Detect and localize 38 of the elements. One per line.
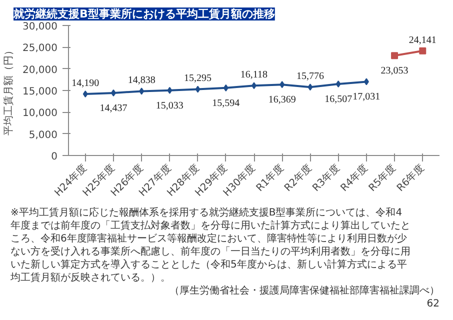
chart-title: 就労継続支援B型事業所における平均工賃月額の推移 bbox=[12, 8, 275, 20]
point bbox=[336, 80, 341, 88]
data-label: 14,190 bbox=[72, 78, 100, 90]
y-tick-label: 5,000 bbox=[28, 130, 58, 141]
data-label: 15,033 bbox=[156, 100, 184, 112]
data-label: 15,594 bbox=[212, 98, 240, 109]
text: （厚生労働省社会・援護局障害保健福祉部障害福祉課調べ） bbox=[170, 284, 440, 296]
x-tick-label: R6年度 bbox=[394, 162, 427, 194]
data-label: 14,838 bbox=[128, 75, 156, 86]
point bbox=[82, 90, 88, 98]
text: ※平均工賃月額に応じた報酬体系を採用する就労継続支援B型事業所については、令和4年度までは前年度の「工賃支払対象者数」を分母に用いた計算方式により算出していたところ、令和6年度障害福祉サービス等報酬改定において、障害特性等により利用日数が少ない方を受け入れる事業所へ配慮し、前年度の「一日当たりの平均利用者数」を分母に用いた新しい算定方式を導入することとした（令和5年度からは、新しい計算方式による平均工賃月額が反映されている。）。 bbox=[10, 206, 410, 284]
point bbox=[167, 86, 172, 94]
data-label: 16,118 bbox=[240, 70, 268, 81]
y-tick-label: 25,000 bbox=[22, 43, 58, 54]
point bbox=[419, 47, 426, 54]
data-label: 15,295 bbox=[184, 73, 212, 84]
y-tick-label: 10,000 bbox=[22, 108, 58, 120]
point bbox=[364, 78, 369, 86]
y-tick-label: 30,000 bbox=[22, 22, 58, 32]
point bbox=[280, 81, 285, 88]
data-label: 16,507 bbox=[324, 94, 352, 105]
point bbox=[391, 52, 398, 60]
y-tick-label: 20,000 bbox=[22, 64, 58, 76]
data-label: 14,437 bbox=[100, 102, 128, 114]
data-label: 24,141 bbox=[408, 34, 436, 46]
y-tick-label: 0 bbox=[51, 152, 58, 162]
data-label: 23,053 bbox=[380, 66, 408, 77]
point bbox=[308, 84, 313, 91]
point bbox=[195, 86, 200, 93]
y-axis-title: 平均工賃月額（円） bbox=[2, 46, 15, 136]
data-label: 17,031 bbox=[352, 92, 380, 103]
point bbox=[223, 84, 228, 92]
y-tick-label: 15,000 bbox=[22, 86, 58, 98]
point bbox=[110, 89, 116, 96]
text: 62 bbox=[426, 298, 440, 310]
data-label: 15,776 bbox=[296, 71, 324, 82]
point bbox=[139, 88, 144, 95]
data-label: 16,369 bbox=[268, 94, 296, 106]
